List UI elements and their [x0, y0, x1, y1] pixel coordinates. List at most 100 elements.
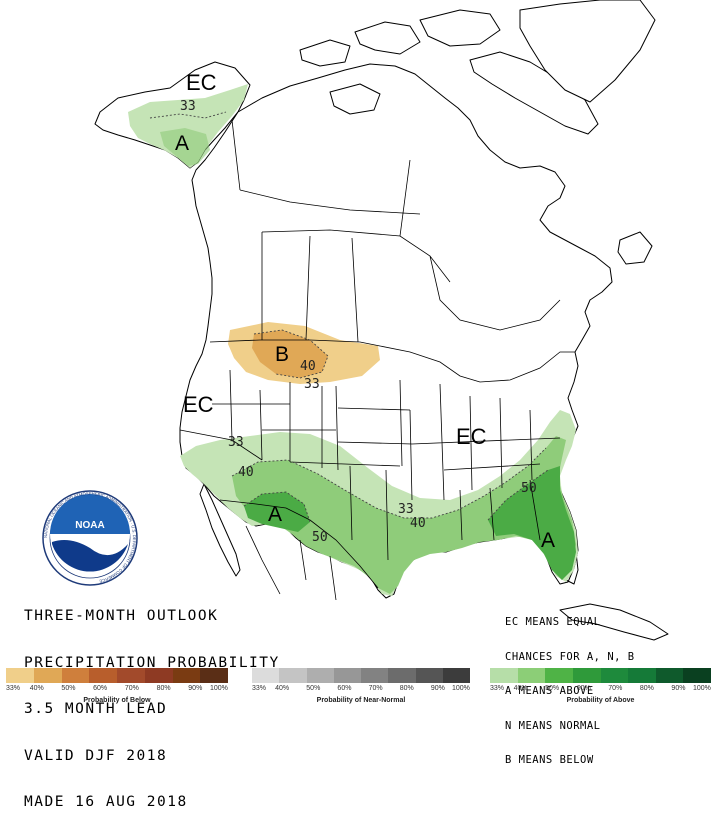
outlook-map: EC A B EC EC A A 33 40 33 33 40 50 33 40…: [42, 0, 669, 641]
legend-below-swatch: [89, 668, 117, 683]
legend-above-tick-7: 100%: [693, 685, 711, 692]
key-line-5: B MEANS BELOW: [505, 754, 594, 766]
legend-below-swatch: [33, 668, 62, 683]
us-mexico-border: [219, 499, 379, 589]
legend-below-swatch: [117, 668, 145, 683]
legend-below-tick-7: 100%: [210, 685, 228, 692]
political-boundaries: [179, 119, 575, 601]
legend-above-tick-5: 80%: [639, 685, 654, 692]
legend-above-tick-2: 50%: [545, 685, 560, 692]
legend-above-tick-6: 90%: [671, 685, 686, 692]
legend-below-ticks: 33% 40% 50% 60% 70% 80% 90% 100%: [6, 683, 228, 695]
label-ec-alaska: EC: [186, 70, 217, 95]
legend-above-swatch: [572, 668, 601, 683]
title-line-5: MADE 16 AUG 2018: [24, 794, 188, 810]
legend-above-swatch: [655, 668, 684, 683]
legend-normal-swatch: [388, 668, 416, 683]
legend-above-swatch: [683, 668, 711, 683]
legend-normal-tick-4: 70%: [368, 685, 383, 692]
key-line-4: N MEANS NORMAL: [505, 719, 601, 732]
legend-normal-ticks: 33% 40% 50% 60% 70% 80% 90% 100%: [252, 683, 470, 695]
legend-below: 33% 40% 50% 60% 70% 80% 90% 100% Probability of…: [6, 668, 228, 707]
contour-label-40-plains: 40: [300, 359, 316, 374]
legend-normal-tick-0: 33%: [252, 685, 267, 692]
legend-below-tick-0: 33%: [6, 685, 21, 692]
contour-label-33-plains: 33: [304, 377, 320, 392]
legend-normal-tick-5: 80%: [399, 685, 414, 692]
legend-above-ticks: 33% 40% 50% 60% 70% 80% 90% 100%: [490, 683, 711, 695]
legend-above: 33% 40% 50% 60% 70% 80% 90% 100% Probability of…: [490, 668, 711, 707]
newfoundland: [617, 231, 653, 265]
cuba-outline: [559, 603, 669, 641]
contour-label-40-sw: 40: [238, 465, 254, 480]
label-a-alaska: A: [175, 132, 189, 155]
noaa-logo-text: NOAA: [75, 520, 104, 531]
victoria-island: [329, 83, 381, 115]
contour-south-40: [231, 447, 547, 519]
contour-lines: [149, 111, 549, 523]
above-50-southeast: [488, 466, 576, 580]
above-50-southwest: [244, 492, 310, 532]
above-33-south: [180, 410, 578, 596]
label-ec-west: EC: [183, 392, 214, 417]
contour-label-33-sw: 33: [228, 435, 244, 450]
title-line-4: VALID DJF 2018: [24, 747, 168, 764]
legend-normal-swatches: [252, 668, 470, 683]
label-a-southeast: A: [541, 529, 555, 552]
legend-normal-tick-6: 90%: [430, 685, 445, 692]
legend-above-swatch: [490, 668, 518, 683]
legend-normal-swatch: [279, 668, 307, 683]
above-40-alaska: [160, 128, 210, 166]
legend-below-swatch: [61, 668, 90, 683]
arctic-island-2: [354, 21, 421, 55]
contour-label-50-sw: 50: [312, 530, 328, 545]
legend-above-tick-1: 40%: [513, 685, 528, 692]
above-40-south: [232, 436, 576, 594]
mexico-lines: [245, 525, 337, 601]
legend-below-swatch: [144, 668, 173, 683]
us-state-lines: [179, 369, 561, 561]
legend-below-swatch: [172, 668, 201, 683]
legend-below-tick-3: 60%: [93, 685, 108, 692]
key-line-2: CHANCES FOR A, N, B: [505, 650, 635, 663]
arctic-island-3: [419, 9, 501, 47]
legend-normal-swatch: [361, 668, 389, 683]
legend-below-tick-1: 40%: [29, 685, 44, 692]
noaa-logo: NOAA NATIONAL OCEANIC AND ATMOSPHERIC AD…: [42, 490, 138, 586]
label-ec-east: EC: [456, 424, 487, 449]
us-canada-border: [209, 339, 575, 383]
above-normal-region: [128, 84, 578, 596]
contour-plains-40: [253, 329, 329, 379]
legend-normal-swatch: [442, 668, 470, 683]
baja-outline: [199, 483, 241, 577]
greenland-outline: [519, 0, 656, 103]
legend-above-swatch: [545, 668, 573, 683]
legend-below-swatches: [6, 668, 228, 683]
legend-below-tick-4: 70%: [124, 685, 139, 692]
legend-below-swatch: [6, 668, 34, 683]
key-line-1: EC MEANS EQUAL: [505, 616, 601, 628]
legend-above-swatch: [517, 668, 546, 683]
label-a-southwest: A: [268, 503, 282, 526]
legend-normal-tick-3: 60%: [337, 685, 352, 692]
legend-below-title: Probability of Below: [83, 697, 151, 704]
canada-province-lines: [231, 119, 561, 343]
legend-above-tick-4: 70%: [608, 685, 623, 692]
contour-label-33-alaska: 33: [180, 99, 196, 114]
legend-normal-swatch: [306, 668, 334, 683]
title-line-1: THREE-MONTH OUTLOOK: [24, 608, 219, 624]
below-normal-region: [228, 322, 380, 384]
legend-above-swatch: [600, 668, 629, 683]
contour-se-50: [487, 469, 549, 521]
key-line-3: A MEANS ABOVE: [505, 685, 594, 697]
baffin-island: [469, 51, 599, 135]
arctic-island-1: [299, 39, 351, 67]
title-line-2: PRECIPITATION PROBABILITY: [24, 654, 280, 671]
above-33-alaska: [128, 84, 248, 168]
legend-below-swatch: [200, 668, 228, 683]
legend-normal-tick-7: 100%: [452, 685, 470, 692]
legend-above-tick-3: 60%: [576, 685, 591, 692]
legend-below-tick-5: 80%: [156, 685, 171, 692]
legend-below-tick-2: 50%: [61, 685, 76, 692]
legend-normal-swatch: [252, 668, 280, 683]
